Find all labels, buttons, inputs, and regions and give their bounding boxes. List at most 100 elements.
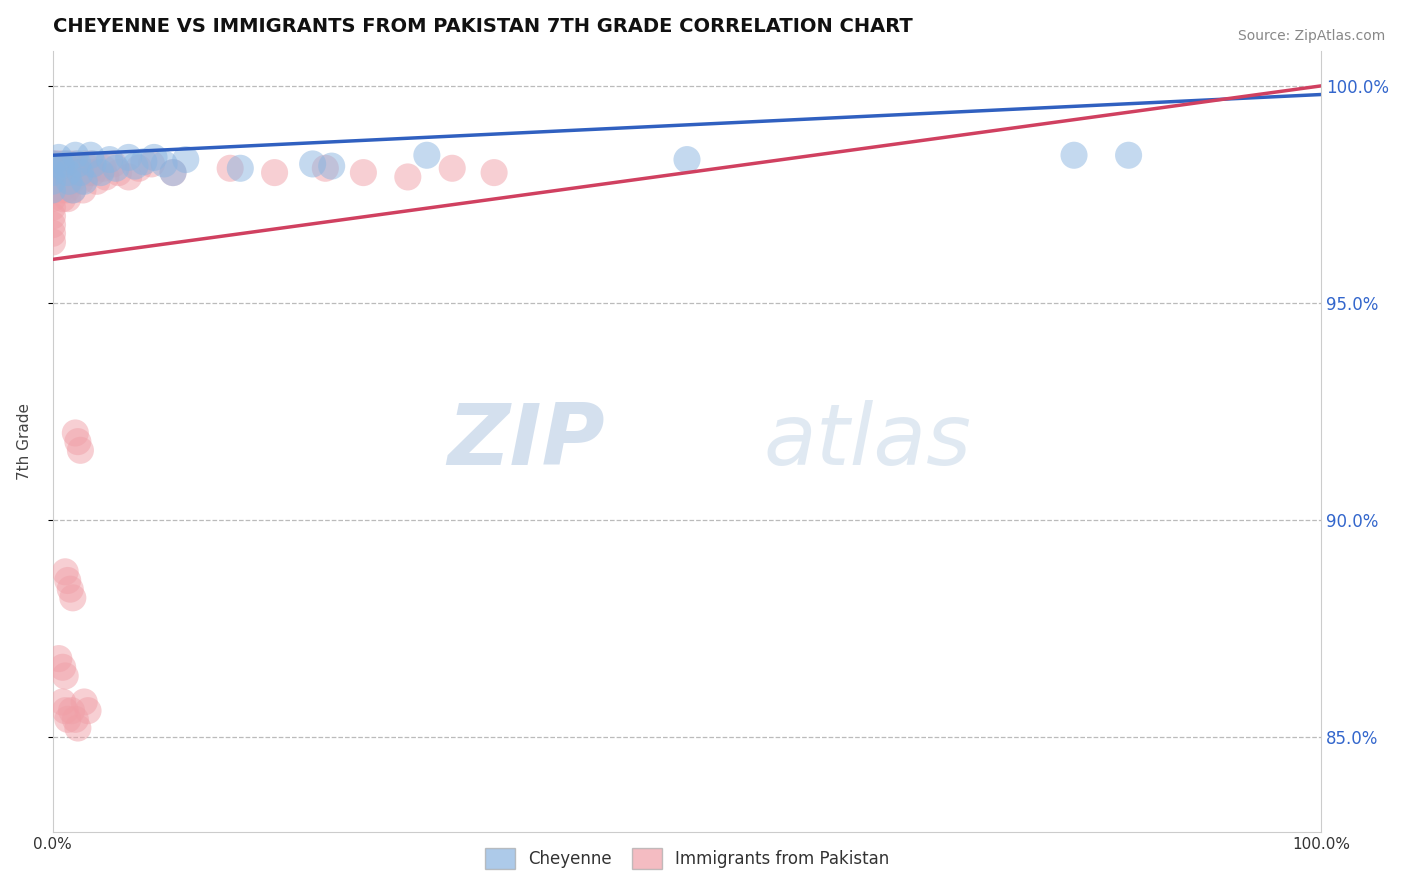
Point xyxy=(301,157,323,171)
Point xyxy=(1063,148,1085,162)
Point xyxy=(132,154,155,169)
Point xyxy=(62,183,84,197)
Point xyxy=(69,166,91,180)
Point xyxy=(82,157,104,171)
Point xyxy=(41,174,63,188)
Point xyxy=(219,161,242,176)
Point xyxy=(1118,148,1140,162)
Text: CHEYENNE VS IMMIGRANTS FROM PAKISTAN 7TH GRADE CORRELATION CHART: CHEYENNE VS IMMIGRANTS FROM PAKISTAN 7TH… xyxy=(52,17,912,36)
Point xyxy=(65,712,87,726)
Point xyxy=(174,153,197,167)
Point xyxy=(396,169,419,184)
Legend: Cheyenne, Immigrants from Pakistan: Cheyenne, Immigrants from Pakistan xyxy=(471,834,903,882)
Point xyxy=(51,159,73,173)
Point xyxy=(52,660,75,674)
Point xyxy=(229,161,252,176)
Point xyxy=(62,183,84,197)
Point xyxy=(49,174,72,188)
Point xyxy=(73,695,96,709)
Point xyxy=(86,174,108,188)
Point xyxy=(53,704,76,718)
Point xyxy=(58,157,80,171)
Point xyxy=(73,174,96,188)
Point xyxy=(676,153,699,167)
Point xyxy=(48,166,70,180)
Point xyxy=(48,150,70,164)
Point xyxy=(162,166,184,180)
Point xyxy=(60,174,83,188)
Point xyxy=(41,218,63,232)
Point xyxy=(69,174,91,188)
Point xyxy=(56,712,79,726)
Point xyxy=(41,192,63,206)
Point xyxy=(79,148,101,162)
Point xyxy=(46,174,69,188)
Point xyxy=(65,148,87,162)
Point xyxy=(77,704,100,718)
Point xyxy=(73,157,96,171)
Point xyxy=(59,166,82,180)
Point xyxy=(52,157,75,171)
Point xyxy=(103,157,125,171)
Point xyxy=(82,166,104,180)
Point xyxy=(53,669,76,683)
Point xyxy=(143,150,166,164)
Point xyxy=(66,166,89,180)
Point xyxy=(65,157,87,171)
Point xyxy=(60,704,83,718)
Point xyxy=(69,443,91,458)
Point xyxy=(482,166,505,180)
Point xyxy=(72,183,94,197)
Point xyxy=(124,159,146,173)
Point xyxy=(52,192,75,206)
Point xyxy=(41,235,63,249)
Point xyxy=(41,157,63,171)
Point xyxy=(41,183,63,197)
Point xyxy=(90,166,112,180)
Point xyxy=(55,183,77,197)
Point xyxy=(66,434,89,449)
Y-axis label: 7th Grade: 7th Grade xyxy=(17,403,32,480)
Point xyxy=(41,209,63,223)
Text: ZIP: ZIP xyxy=(447,401,605,483)
Point xyxy=(41,200,63,214)
Point xyxy=(314,161,336,176)
Point xyxy=(41,174,63,188)
Point xyxy=(352,166,374,180)
Point xyxy=(79,157,101,171)
Point xyxy=(321,159,343,173)
Point xyxy=(59,582,82,596)
Point xyxy=(56,574,79,588)
Point xyxy=(53,174,76,188)
Point xyxy=(48,157,70,171)
Point xyxy=(117,169,139,184)
Text: Source: ZipAtlas.com: Source: ZipAtlas.com xyxy=(1237,29,1385,43)
Point xyxy=(104,161,127,176)
Point xyxy=(41,183,63,197)
Point xyxy=(91,161,114,176)
Point xyxy=(263,166,285,180)
Point xyxy=(53,166,76,180)
Point xyxy=(65,425,87,440)
Point xyxy=(162,166,184,180)
Point xyxy=(117,150,139,164)
Point xyxy=(94,169,117,184)
Point xyxy=(41,166,63,180)
Point xyxy=(128,161,150,176)
Point xyxy=(41,157,63,171)
Point xyxy=(44,157,66,171)
Point xyxy=(62,591,84,605)
Point xyxy=(441,161,464,176)
Point xyxy=(45,166,67,180)
Point xyxy=(53,565,76,579)
Point xyxy=(77,166,100,180)
Text: atlas: atlas xyxy=(763,401,972,483)
Point xyxy=(58,174,80,188)
Point xyxy=(98,153,121,167)
Point xyxy=(48,651,70,665)
Point xyxy=(53,157,76,171)
Point xyxy=(41,227,63,241)
Point xyxy=(107,166,129,180)
Point xyxy=(56,166,79,180)
Point xyxy=(52,695,75,709)
